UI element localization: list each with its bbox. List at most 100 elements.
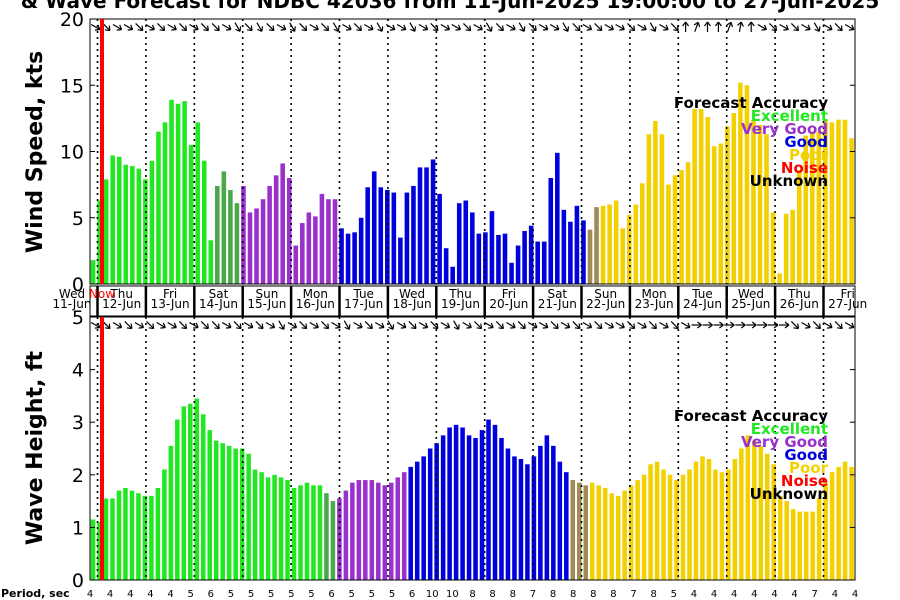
- wind-direction-arrow: [506, 23, 516, 31]
- wind-bar: [842, 119, 848, 284]
- period-value: 8: [651, 589, 657, 600]
- wind-direction-arrow: [823, 23, 833, 31]
- wind-direction-arrow: [562, 22, 570, 32]
- wind-legend-entry: Very Good: [741, 120, 828, 138]
- wave-direction-arrow: [812, 321, 821, 330]
- wave-direction-arrow: [648, 321, 657, 330]
- day-of-week-label: Mon: [641, 287, 666, 301]
- wind-bar: [97, 200, 102, 284]
- wave-bar: [719, 472, 725, 580]
- day-date-label: 16-Jun: [296, 297, 335, 311]
- wave-bar: [479, 430, 485, 580]
- day-date-label: 19-Jun: [441, 297, 480, 311]
- wave-bar: [168, 445, 174, 580]
- wind-direction-arrow: [604, 23, 614, 31]
- wind-bar: [685, 162, 691, 284]
- wind-bar: [247, 212, 253, 284]
- wave-legend-entry: Poor: [789, 459, 829, 477]
- wave-direction-arrow: [735, 321, 746, 329]
- wave-bar: [790, 508, 796, 580]
- wave-bar: [726, 469, 731, 580]
- period-value: 10: [426, 589, 439, 600]
- wave-bar: [421, 456, 426, 580]
- wave-direction-arrow: [801, 321, 811, 329]
- period-value: 4: [711, 589, 717, 600]
- wave-bar: [661, 469, 666, 580]
- wave-legend-entry: Excellent: [751, 420, 828, 438]
- wind-direction-arrow: [549, 23, 560, 31]
- wave-direction-arrow: [178, 321, 188, 330]
- period-value: 4: [147, 589, 153, 600]
- wave-direction-arrow: [233, 321, 242, 330]
- wind-bar: [313, 216, 318, 285]
- period-value: 4: [691, 589, 697, 600]
- wind-direction-arrow: [485, 22, 493, 32]
- wave-bar: [505, 448, 511, 580]
- wave-direction-arrow: [343, 320, 351, 330]
- day-date-label: 23-Jun: [635, 297, 674, 311]
- wave-bar: [551, 445, 556, 580]
- day-of-week-label: Fri: [502, 287, 516, 301]
- wind-bar: [267, 185, 272, 284]
- wind-direction-arrow: [123, 23, 134, 31]
- wave-bar: [538, 445, 543, 580]
- now-label: Now: [89, 287, 115, 301]
- wind-direction-arrow: [495, 23, 504, 32]
- wind-bar: [463, 200, 469, 284]
- wave-bar: [492, 424, 498, 580]
- wave-bar: [447, 427, 452, 580]
- day-of-week-label: Thu: [448, 287, 472, 301]
- wave-direction-arrow: [430, 321, 439, 330]
- wave-direction-arrow: [506, 321, 516, 329]
- wave-direction-arrow: [615, 321, 625, 329]
- wave-bar: [732, 459, 738, 580]
- wave-bar: [434, 443, 439, 580]
- wave-direction-arrow: [287, 321, 298, 329]
- wind-bar: [757, 125, 763, 284]
- wind-bar: [515, 245, 521, 284]
- wind-bar: [698, 109, 704, 284]
- wind-direction-arrow: [670, 23, 679, 32]
- wave-direction-arrow: [90, 321, 101, 329]
- wind-bar: [489, 211, 495, 285]
- wind-legend-entry: Noise: [781, 159, 828, 177]
- wave-y-axis-label: Wave Height, ft: [23, 350, 48, 545]
- day-date-label: 22-Jun: [586, 297, 625, 311]
- wind-bar: [836, 119, 841, 284]
- wind-bar: [228, 189, 233, 284]
- period-value: 6: [208, 589, 214, 600]
- wind-bar: [103, 179, 109, 284]
- period-value: 4: [751, 589, 757, 600]
- wind-bar: [143, 179, 148, 284]
- wind-bar: [90, 260, 96, 284]
- wave-direction-arrow: [255, 321, 264, 330]
- wave-bar: [136, 493, 141, 580]
- wave-legend-entry: Very Good: [741, 433, 828, 451]
- wave-direction-arrow: [572, 321, 581, 330]
- wind-direction-arrow: [321, 23, 330, 32]
- wave-bar: [324, 493, 329, 580]
- wind-direction-arrow: [813, 22, 821, 32]
- wind-direction-arrow: [396, 23, 407, 31]
- wind-bar: [123, 164, 129, 284]
- wave-bar: [142, 495, 148, 580]
- wave-direction-arrow: [779, 321, 790, 329]
- wave-bar: [687, 469, 692, 580]
- wind-bar: [208, 240, 214, 284]
- period-value: 5: [288, 589, 294, 600]
- wave-y-tick-label: 4: [72, 360, 84, 382]
- wave-panel: Wave Height, ft 0 1 2 3 4 5 Forecast Accuracy…: [23, 307, 856, 592]
- wind-bar: [666, 184, 671, 285]
- wave-bar: [389, 482, 394, 580]
- wind-direction-arrow: [376, 22, 384, 32]
- wave-bar: [97, 522, 102, 580]
- day-date-label: 15-Jun: [247, 297, 286, 311]
- wind-bar: [332, 199, 338, 284]
- period-value: 4: [127, 589, 133, 600]
- wave-bar: [693, 461, 699, 580]
- wave-bar: [252, 469, 258, 580]
- wind-y-axis-label: Wind Speed, kts: [23, 51, 48, 253]
- wave-direction-arrow: [353, 321, 363, 329]
- wind-bar: [764, 134, 769, 284]
- period-value: 5: [308, 589, 314, 600]
